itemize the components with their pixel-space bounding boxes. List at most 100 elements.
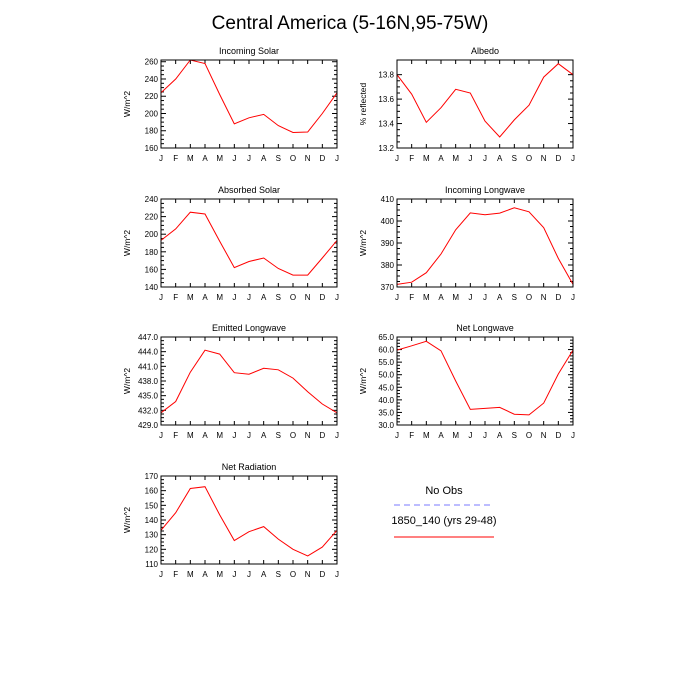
y-tick-label: 220 — [145, 213, 159, 222]
main-title: Central America (5-16N,95-75W) — [212, 13, 489, 34]
x-tick-label: J — [395, 431, 399, 440]
y-tick-label: 160 — [145, 487, 159, 496]
x-tick-label: D — [555, 154, 561, 163]
x-tick-label: M — [216, 570, 223, 579]
y-tick-label: 130 — [145, 531, 159, 540]
x-tick-label: J — [247, 293, 251, 302]
x-tick-label: S — [276, 293, 281, 302]
y-tick-label: 40.0 — [378, 396, 394, 405]
x-tick-label: A — [202, 431, 208, 440]
x-tick-label: M — [452, 154, 459, 163]
x-tick-label: N — [305, 293, 311, 302]
x-tick-label: N — [305, 154, 311, 163]
x-tick-label: J — [232, 293, 236, 302]
y-tick-label: 45.0 — [378, 383, 394, 392]
plot-frame — [396, 198, 574, 288]
series-line — [396, 340, 574, 416]
x-tick-label: N — [541, 293, 547, 302]
panel-title: Emitted Longwave — [212, 323, 286, 333]
x-tick-label: J — [468, 154, 472, 163]
y-tick-label: 447.0 — [138, 333, 159, 342]
plot-frame — [396, 336, 574, 426]
x-tick-label: D — [555, 431, 561, 440]
x-tick-label: J — [335, 570, 339, 579]
legend-label-obs: No Obs — [425, 485, 463, 497]
x-tick-label: A — [202, 293, 208, 302]
x-tick-label: J — [483, 293, 487, 302]
y-tick-label: 240 — [145, 195, 159, 204]
y-tick-label: 438.0 — [138, 377, 159, 386]
y-tick-label: 200 — [145, 109, 159, 118]
x-tick-label: A — [438, 431, 444, 440]
x-tick-label: J — [159, 431, 163, 440]
panel-title: Incoming Solar — [219, 46, 279, 56]
x-tick-label: D — [319, 431, 325, 440]
x-tick-label: M — [216, 154, 223, 163]
y-tick-label: 50.0 — [378, 371, 394, 380]
x-tick-label: F — [173, 154, 178, 163]
x-tick-label: J — [232, 154, 236, 163]
series-line — [396, 63, 574, 138]
y-tick-label: 60.0 — [378, 346, 394, 355]
y-tick-label: 35.0 — [378, 408, 394, 417]
y-tick-label: 110 — [145, 560, 158, 569]
plot-frame — [160, 198, 338, 288]
y-axis-label: W/m^2 — [122, 507, 132, 533]
y-tick-label: 441.0 — [138, 362, 159, 371]
y-axis-label: W/m^2 — [122, 230, 132, 256]
y-tick-label: 120 — [145, 545, 159, 554]
x-tick-label: A — [438, 293, 444, 302]
plot-frame — [160, 336, 338, 426]
y-tick-label: 444.0 — [138, 348, 159, 357]
series-line — [160, 59, 338, 134]
x-tick-label: J — [571, 154, 575, 163]
y-tick-label: 370 — [381, 283, 395, 292]
x-tick-label: M — [216, 431, 223, 440]
x-tick-label: S — [276, 570, 281, 579]
x-tick-label: J — [159, 293, 163, 302]
x-tick-label: M — [187, 154, 194, 163]
panel-title: Net Radiation — [222, 462, 277, 472]
y-tick-label: 13.8 — [378, 71, 394, 80]
series-line — [160, 349, 338, 414]
x-tick-label: D — [319, 293, 325, 302]
x-tick-label: J — [159, 154, 163, 163]
y-tick-label: 410 — [381, 195, 395, 204]
x-tick-label: M — [187, 293, 194, 302]
x-tick-label: N — [305, 431, 311, 440]
y-tick-label: 160 — [145, 144, 159, 153]
x-tick-label: S — [512, 431, 517, 440]
x-tick-label: A — [202, 154, 208, 163]
x-tick-label: F — [409, 154, 414, 163]
y-tick-label: 150 — [145, 501, 159, 510]
y-tick-label: 180 — [145, 248, 159, 257]
series-line — [396, 207, 574, 285]
y-tick-label: 170 — [145, 472, 159, 481]
x-tick-label: D — [319, 154, 325, 163]
y-tick-label: 30.0 — [378, 421, 394, 430]
x-tick-label: N — [305, 570, 311, 579]
y-axis-label: % reflected — [358, 82, 368, 125]
x-tick-label: J — [468, 293, 472, 302]
plot-frame — [160, 475, 338, 565]
x-tick-label: F — [409, 431, 414, 440]
y-tick-label: 380 — [381, 261, 395, 270]
y-tick-label: 140 — [145, 283, 159, 292]
x-tick-label: M — [452, 293, 459, 302]
x-tick-label: S — [512, 154, 517, 163]
x-tick-label: A — [202, 570, 208, 579]
x-tick-label: M — [423, 154, 430, 163]
x-tick-label: J — [232, 431, 236, 440]
plot-frame — [396, 59, 574, 149]
x-tick-label: J — [335, 293, 339, 302]
y-tick-label: 240 — [145, 75, 159, 84]
y-tick-label: 220 — [145, 92, 159, 101]
x-tick-label: J — [335, 154, 339, 163]
x-tick-label: J — [571, 431, 575, 440]
x-tick-label: M — [187, 431, 194, 440]
